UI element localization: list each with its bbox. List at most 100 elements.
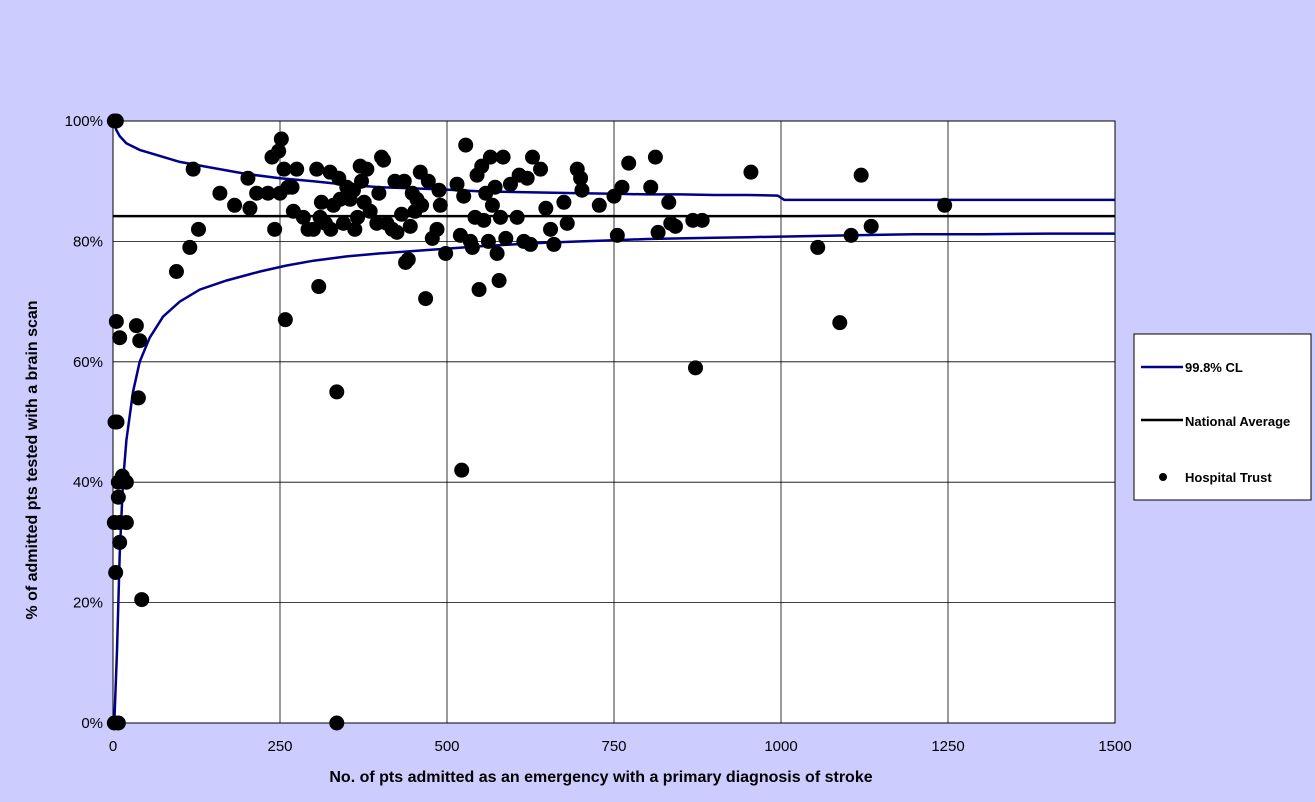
data-point [182, 239, 198, 255]
gridlines [112, 120, 1116, 724]
data-point [227, 197, 243, 213]
x-tick-label: 0 [109, 738, 117, 755]
data-point [533, 161, 549, 177]
data-point [810, 239, 826, 255]
legend-label-cl: 99.8% CL [1185, 360, 1243, 375]
data-point [546, 236, 562, 252]
data-point [295, 209, 311, 225]
data-point [402, 218, 418, 234]
data-point [523, 236, 538, 252]
data-point [311, 279, 327, 295]
x-tick-label: 250 [267, 738, 292, 755]
data-point [168, 264, 184, 279]
data-point [185, 161, 201, 177]
data-point [260, 185, 276, 201]
data-point [271, 143, 287, 159]
data-point [110, 474, 126, 490]
y-tick-label: 100% [65, 113, 103, 130]
data-point [489, 245, 505, 261]
data-point [471, 282, 487, 298]
data-point [400, 251, 416, 267]
data-point [420, 173, 436, 189]
x-axis-title: No. of pts admitted as an emergency with… [329, 769, 872, 786]
legend-label-national-average: National Average [1185, 414, 1290, 429]
data-point [134, 592, 150, 608]
data-point [240, 170, 256, 186]
data-point [480, 233, 496, 249]
data-point [112, 330, 128, 346]
data-point [335, 215, 351, 231]
data-point [267, 221, 283, 237]
data-point [429, 221, 445, 237]
data-point [132, 333, 148, 349]
data-point [574, 182, 590, 198]
data-point [396, 173, 412, 189]
data-point [694, 212, 710, 228]
data-point [108, 113, 124, 129]
data-point [621, 155, 637, 171]
x-tick-label: 1500 [1098, 738, 1131, 755]
data-point [371, 185, 387, 201]
data-point [109, 414, 125, 430]
data-point [353, 173, 369, 189]
data-point [112, 534, 128, 550]
data-point [832, 315, 848, 331]
data-point [556, 194, 572, 210]
x-tick-label: 1250 [931, 738, 964, 755]
y-axis-title: % of admitted pts tested with a brain sc… [24, 300, 41, 619]
data-point [661, 194, 677, 210]
data-point [647, 149, 663, 165]
data-point [376, 152, 392, 168]
data-point [277, 312, 293, 328]
data-point [289, 161, 305, 177]
data-point [110, 715, 126, 731]
tick-labels: 0 250 500 750 1000 1250 1500 0% 20% 40% 60% 80% 100% [65, 113, 1132, 755]
data-point [431, 182, 447, 198]
data-point [643, 179, 659, 195]
data-point [476, 212, 492, 228]
data-point [108, 565, 124, 580]
data-point [843, 227, 859, 243]
data-point [389, 224, 405, 240]
data-point [538, 200, 554, 216]
data-point [394, 206, 410, 222]
data-point [464, 239, 480, 255]
data-point [458, 137, 474, 153]
data-point [329, 384, 345, 400]
data-point [614, 179, 630, 195]
data-point [687, 360, 703, 376]
data-point [609, 227, 625, 243]
data-point [191, 221, 207, 237]
data-point [484, 197, 500, 213]
y-tick-label: 60% [73, 354, 103, 371]
data-point [414, 197, 430, 213]
x-tick-label: 750 [601, 738, 626, 755]
data-point [937, 197, 953, 213]
data-point [573, 170, 589, 186]
data-point [362, 203, 378, 219]
data-point [130, 390, 146, 406]
data-point [347, 221, 363, 237]
data-point [349, 209, 365, 225]
data-point [667, 218, 683, 234]
data-point [418, 291, 434, 307]
data-point [449, 176, 465, 192]
y-tick-label: 0% [81, 715, 103, 732]
data-point [492, 209, 508, 225]
y-tick-label: 20% [73, 595, 103, 612]
data-point [456, 188, 472, 204]
data-point [242, 200, 258, 216]
y-tick-label: 80% [73, 233, 103, 250]
data-point [591, 197, 607, 213]
data-point [509, 209, 525, 225]
data-point [212, 185, 228, 201]
data-point [110, 489, 126, 505]
data-point [853, 167, 869, 183]
data-point [249, 185, 265, 201]
data-point [491, 273, 507, 289]
data-point [454, 462, 470, 478]
data-point [276, 161, 292, 177]
legend-label-hospital-trust: Hospital Trust [1185, 470, 1272, 485]
data-point [525, 149, 541, 165]
